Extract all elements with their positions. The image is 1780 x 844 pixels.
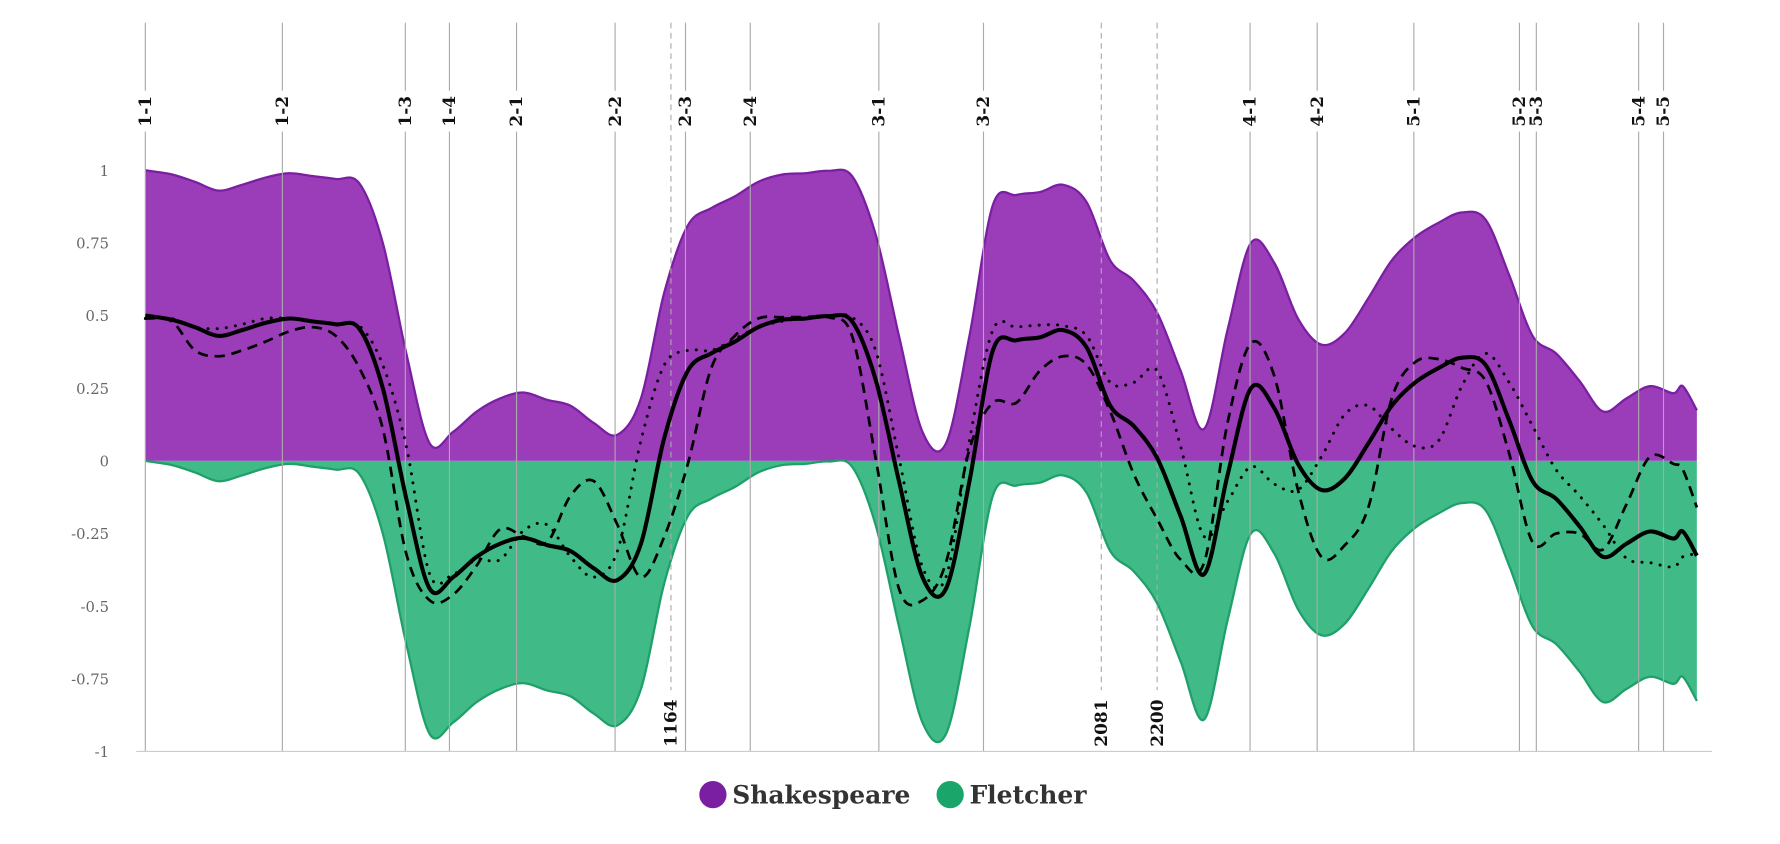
- y-tick-label: -0.75: [71, 672, 109, 689]
- scene-label: 5-2: [1510, 96, 1530, 127]
- scene-label: 5-4: [1629, 96, 1649, 127]
- scene-label: 2-1: [507, 96, 527, 127]
- y-tick-label: 0: [100, 454, 109, 471]
- scene-label: 5-3: [1527, 96, 1547, 127]
- scene-label: 5-5: [1654, 96, 1674, 127]
- dotted-line: [143, 313, 1699, 590]
- y-tick-label: 0.25: [76, 381, 109, 398]
- scene-label: 3-1: [870, 96, 890, 127]
- fletcher-area-edge: [145, 459, 1698, 744]
- y-tick-label: 0.75: [76, 236, 109, 253]
- y-tick-label: -0.5: [81, 599, 109, 616]
- shakespeare-area-edge: [145, 168, 1698, 453]
- area-layer: [145, 168, 1698, 744]
- legend-label-shakespeare: Shakespeare: [732, 781, 910, 810]
- scene-label: 1-1: [136, 96, 156, 127]
- legend-item-fletcher[interactable]: Fletcher: [936, 780, 1088, 810]
- scene-label: 1-3: [396, 96, 416, 127]
- legend-swatch-shakespeare: [699, 780, 727, 809]
- scene-label: 1-4: [440, 96, 460, 127]
- y-tick-label: -1: [95, 744, 109, 761]
- marker-label: 2200: [1148, 699, 1168, 747]
- scene-lines-layer: 1-1 1-2 1-3 1-4 2-1 2-2 2-3 2-4 3-1 3-2 4-1 4-2 5-1 5…: [136, 22, 1674, 752]
- scene-label: 2-2: [606, 96, 626, 127]
- y-axis: 1 0.75 0.5 0.25 0 -0.25 -0.5 -0.75 -1: [71, 163, 109, 761]
- scene-label: 2-3: [676, 96, 696, 127]
- scene-label: 2-4: [741, 96, 761, 127]
- y-tick-label: 0.5: [86, 308, 109, 325]
- scene-label: 4-1: [1241, 96, 1261, 127]
- scene-label: 3-2: [974, 96, 994, 127]
- scene-label: 1-2: [273, 96, 293, 127]
- legend-item-shakespeare[interactable]: Shakespeare: [699, 781, 910, 810]
- dashed-line: [145, 314, 1699, 607]
- scene-label: 4-2: [1308, 96, 1328, 127]
- y-tick-label: 1: [100, 163, 109, 180]
- shakespeare-area: [145, 169, 1697, 461]
- marker-label: 1164: [662, 699, 682, 747]
- legend-label-fletcher: Fletcher: [969, 781, 1087, 810]
- legend-swatch-fletcher: [936, 780, 964, 809]
- scene-label: 5-1: [1405, 96, 1425, 127]
- legend: Shakespeare Fletcher: [699, 781, 1087, 810]
- y-tick-label: -0.25: [71, 526, 109, 543]
- series-lines-layer: [143, 312, 1699, 607]
- marker-label: 2081: [1092, 699, 1112, 746]
